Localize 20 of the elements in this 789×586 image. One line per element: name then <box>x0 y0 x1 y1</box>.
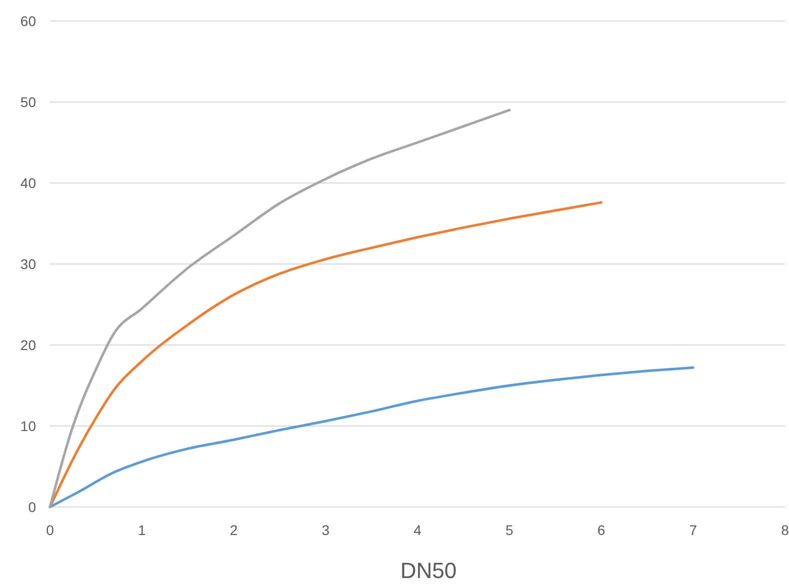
y-tick-label: 20 <box>20 336 36 353</box>
x-tick-label: 3 <box>322 522 330 538</box>
line-series <box>48 201 602 508</box>
x-tick-label: 2 <box>230 522 238 538</box>
x-tick-label: 1 <box>138 522 146 538</box>
y-tick-label: 10 <box>20 418 36 434</box>
line-series <box>48 108 511 508</box>
y-tick-label: 60 <box>20 12 36 29</box>
x-tick-label: 0 <box>46 522 54 538</box>
x-tick-label: 8 <box>781 522 789 538</box>
y-tick-label: 50 <box>20 94 36 110</box>
x-tick-label: 7 <box>689 522 698 538</box>
y-tick-label: 30 <box>20 256 36 272</box>
line-series <box>48 366 694 508</box>
y-tick-label: 40 <box>20 174 36 191</box>
y-tick-label: 0 <box>28 498 36 515</box>
x-tick-label: 5 <box>505 522 514 538</box>
x-tick-label: 6 <box>597 522 606 538</box>
x-axis-title: DN50 <box>400 558 457 583</box>
x-tick-label: 4 <box>414 522 422 538</box>
